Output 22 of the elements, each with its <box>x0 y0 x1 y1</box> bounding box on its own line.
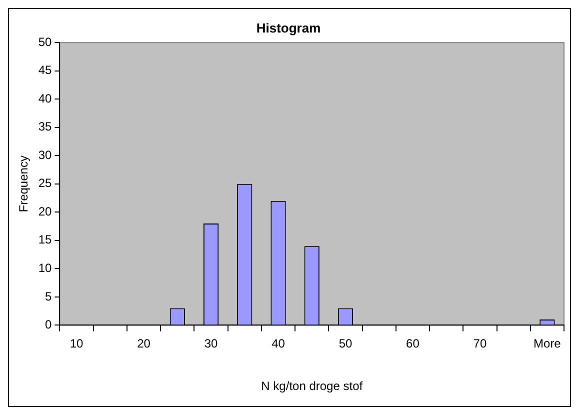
y-axis-title: Frequency <box>16 156 31 212</box>
y-tick-label: 50 <box>38 34 52 49</box>
y-tick-label: 40 <box>38 91 52 106</box>
y-tick-label: 45 <box>38 63 52 78</box>
x-tick-label: 60 <box>406 336 420 351</box>
y-tick-label: 10 <box>38 260 52 275</box>
x-axis-title: N kg/ton droge stof <box>261 379 364 394</box>
x-tick-label: 70 <box>473 336 487 351</box>
y-tick-label: 20 <box>38 204 52 218</box>
chart-title: Histogram <box>256 20 321 36</box>
x-tick-label: 40 <box>272 336 286 351</box>
x-tick-label: 30 <box>204 336 218 351</box>
y-tick-label: 25 <box>38 176 52 190</box>
x-tick-label: More <box>534 336 562 351</box>
y-tick-label: 0 <box>45 318 52 332</box>
y-tick-label: 5 <box>45 289 52 304</box>
y-tick-label: 35 <box>38 120 52 134</box>
x-tick-label: 20 <box>137 336 151 351</box>
x-tick-label: 50 <box>338 336 352 351</box>
y-tick-label: 15 <box>38 232 52 247</box>
x-tick-label: 10 <box>70 336 84 351</box>
y-tick-label: 30 <box>38 148 52 162</box>
